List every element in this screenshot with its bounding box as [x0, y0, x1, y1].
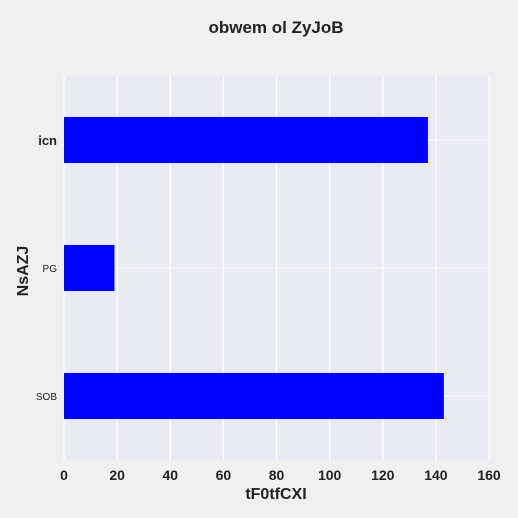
x-tick-label: 120	[371, 467, 395, 483]
x-tick-label: 100	[318, 467, 342, 483]
chart-title: obwem ol ZyJoB	[208, 18, 343, 37]
x-tick-label: 80	[269, 467, 285, 483]
x-tick-label: 40	[162, 467, 178, 483]
x-axis-ticks: 0 20 40 60 80 100 120 140 160	[60, 467, 501, 483]
y-axis-label: NsAZJ	[15, 246, 32, 297]
bar-sob	[64, 372, 444, 420]
bar-pg	[64, 244, 115, 292]
y-tick-label: SOB	[36, 392, 57, 403]
y-axis-ticks: icn PG SOB	[36, 133, 57, 403]
x-tick-label: 20	[109, 467, 125, 483]
bars	[64, 116, 444, 420]
bar-icn	[64, 116, 428, 164]
x-tick-label: 160	[477, 467, 501, 483]
x-tick-label: 140	[424, 467, 448, 483]
x-axis-label: tF0tfCXI	[245, 486, 306, 503]
x-tick-label: 0	[60, 467, 68, 483]
y-tick-label: PG	[43, 264, 58, 275]
y-tick-label: icn	[38, 133, 57, 148]
x-tick-label: 60	[216, 467, 232, 483]
